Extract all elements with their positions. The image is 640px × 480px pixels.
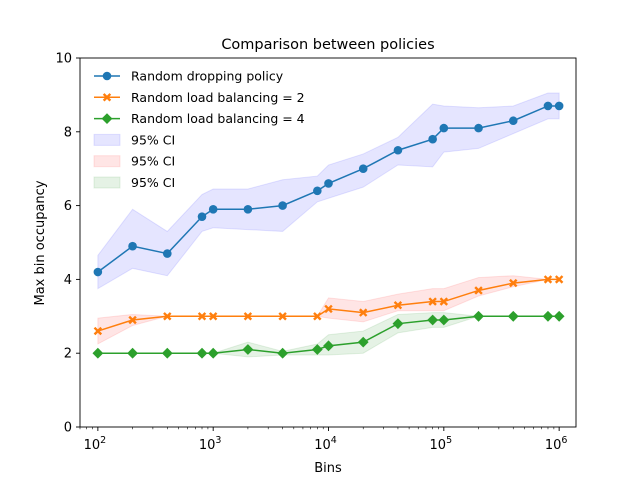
series-2-point [393,301,403,310]
legend-marker-2 [102,93,112,102]
series-1-point [474,123,483,133]
legend-label-2: Random load balancing = 2 [131,90,305,105]
series-3-point [196,347,208,359]
series-1-point [543,101,553,111]
series-2-point [543,275,553,284]
series-2-point [359,308,368,317]
y-tick-label: 0 [64,421,72,436]
series-2-point [197,312,207,321]
series-2-point [439,297,449,306]
series-3-point [161,347,173,359]
legend-marker-1 [102,71,112,81]
series-2-point [428,297,437,306]
x-tick-exponent: 6 [561,435,567,446]
x-tick-label: 102 [84,435,107,453]
series-3-point [323,340,334,352]
series-3-point [473,310,484,322]
series-3-point [92,347,104,359]
legend-ci-label-1: 95% CI [131,132,175,147]
series-1-point [313,186,322,196]
series-3-point [542,310,554,322]
x-tick-label: 103 [199,435,222,453]
series-2-point [163,312,172,321]
series-2-point [324,304,333,314]
x-tick-exponent: 2 [100,435,106,446]
y-tick-label: 10 [55,52,72,67]
series-3-point [438,314,450,326]
series-3-point [357,336,369,348]
legend-label-1: Random dropping policy [131,69,284,84]
series-2-point [243,312,253,321]
series-3-point [277,347,289,359]
legend-marker-3 [101,113,113,124]
legend-ci-label-3: 95% CI [131,175,175,190]
series-3-point [127,347,138,359]
series-1-point [128,241,137,251]
series-2-point [93,326,103,336]
x-tick-exponent: 5 [446,435,452,446]
series-2-point [554,275,564,284]
x-tick-label: 105 [430,435,453,453]
x-tick-base: 10 [199,438,216,453]
series-1-point [324,179,333,188]
series-3-point [553,310,565,322]
series-2-point [509,278,518,288]
x-tick-base: 10 [84,438,101,453]
legend-ci-swatch-3 [93,176,121,189]
x-tick-label: 106 [545,435,568,453]
legend-ci-label-2: 95% CI [131,154,175,169]
legend-ci-swatch-1 [93,133,121,146]
series-1-point [358,164,368,173]
series-1-point [393,145,403,155]
series-2-point [278,312,287,321]
y-tick-label: 4 [64,273,72,288]
ci-band-1 [97,92,560,290]
series-3-point [207,347,219,359]
series-1-point [197,212,207,221]
plot-frame [79,57,577,428]
legend: Random dropping policy Random load balanc… [93,69,305,190]
series-1-point [508,116,518,126]
series-2-point [128,315,137,325]
series-2-point [474,286,483,295]
x-tick-exponent: 4 [331,435,337,446]
series-1-point [278,201,287,210]
series-1-point [208,204,218,214]
series-markers [92,101,565,359]
y-axis-label: Max bin occupancy [33,180,48,305]
y-tick-label: 6 [64,199,72,214]
x-tick-base: 10 [314,438,331,453]
legend-ci-swatch-2 [93,155,121,168]
series-3-point [427,314,439,326]
chart-title: Comparison between policies [221,37,434,53]
y-tick-label: 8 [64,125,72,140]
series-1-point [162,249,172,258]
series-3-point [311,344,323,355]
x-axis-label: Bins [314,461,342,476]
series-1-point [439,123,449,133]
series-1-point [93,267,103,277]
legend-label-3: Random load balancing = 4 [131,111,305,126]
x-tick-base: 10 [430,438,447,453]
x-tick-base: 10 [545,438,562,453]
series-2-point [208,312,218,321]
series-1-point [243,204,253,214]
series-3-point [392,318,404,330]
series-1-point [554,101,564,111]
y-tick-label: 2 [64,347,72,362]
series-1-point [428,134,437,144]
series-3-point [507,310,519,322]
series-2-point [313,312,322,321]
x-tick-exponent: 3 [215,435,221,446]
x-tick-label: 104 [314,435,337,453]
series-3-point [242,344,254,355]
